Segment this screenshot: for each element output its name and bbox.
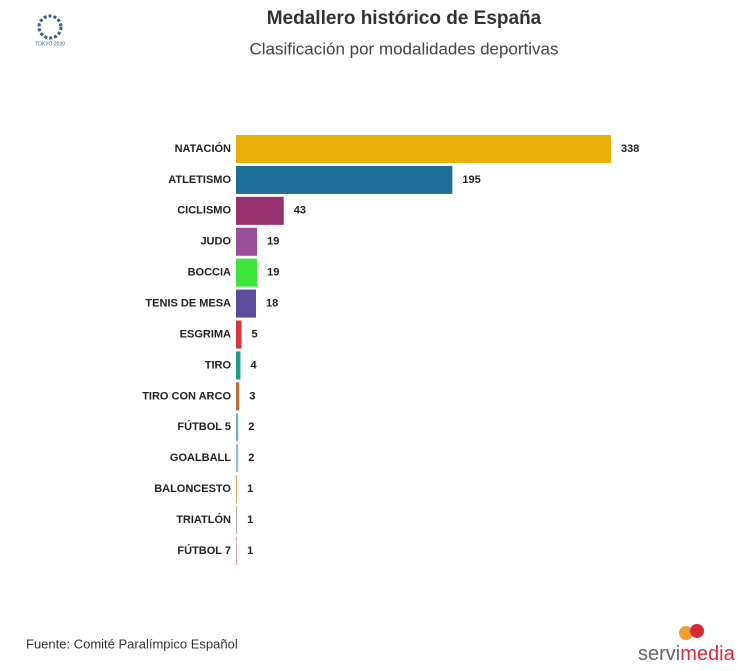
- value-label: 3: [249, 390, 255, 402]
- category-label: BOCCIA: [188, 267, 231, 279]
- bar: [236, 351, 241, 380]
- category-label: GOALBALL: [170, 452, 231, 464]
- value-label: 195: [462, 174, 480, 186]
- value-label: 338: [621, 143, 639, 155]
- brand-logo: servimedia: [638, 624, 736, 665]
- bar: [236, 536, 238, 565]
- source: Fuente: Comité Paralímpico Español: [26, 636, 238, 651]
- bar: [236, 320, 242, 349]
- bar: [236, 196, 284, 225]
- bar: [236, 135, 611, 163]
- category-label: JUDO: [200, 236, 231, 248]
- logo-text: TOKYO 2020: [35, 41, 65, 47]
- category-label: TENIS DE MESA: [145, 298, 231, 310]
- bar: [236, 258, 258, 287]
- brand-part: media: [680, 643, 735, 665]
- value-label: 1: [247, 545, 253, 557]
- value-label: 1: [247, 483, 253, 495]
- category-label: ESGRIMA: [180, 328, 231, 340]
- category-label: FÚTBOL 7: [177, 544, 231, 557]
- value-label: 43: [294, 205, 306, 217]
- category-label: TIRO: [205, 359, 232, 371]
- category-label: BALONCESTO: [154, 483, 231, 495]
- brand-icon: [690, 624, 704, 638]
- brand-name: servimedia: [638, 643, 736, 665]
- category-label: TIRO CON ARCO: [142, 390, 231, 402]
- logo: TOKYO 2020: [35, 14, 65, 47]
- value-label: 1: [247, 514, 253, 526]
- chart-title: Medallero histórico de España: [267, 8, 542, 29]
- bar: [236, 382, 240, 411]
- value-label: 4: [250, 359, 257, 371]
- category-label: ATLETISMO: [168, 174, 231, 186]
- value-label: 2: [248, 452, 254, 464]
- brand-part: servi: [638, 643, 680, 665]
- category-label: FÚTBOL 5: [177, 420, 231, 433]
- brand-icon: [679, 626, 693, 640]
- bar: [236, 444, 239, 473]
- bar: [236, 289, 256, 318]
- value-label: 18: [266, 298, 278, 310]
- value-label: 5: [252, 328, 258, 340]
- bar: [236, 165, 453, 194]
- value-label: 19: [267, 236, 279, 248]
- category-label: CICLISMO: [177, 205, 231, 217]
- value-label: 19: [267, 267, 279, 279]
- bar: [236, 227, 258, 256]
- logo-emblem: [37, 14, 63, 40]
- value-label: 2: [248, 421, 254, 433]
- category-label: TRIATLÓN: [176, 513, 231, 526]
- chart-subtitle: Clasificación por modalidades deportivas: [250, 39, 559, 58]
- category-label: NATACIÓN: [175, 142, 231, 155]
- bar: [236, 506, 238, 535]
- bar: [236, 475, 238, 504]
- bar: [236, 413, 239, 442]
